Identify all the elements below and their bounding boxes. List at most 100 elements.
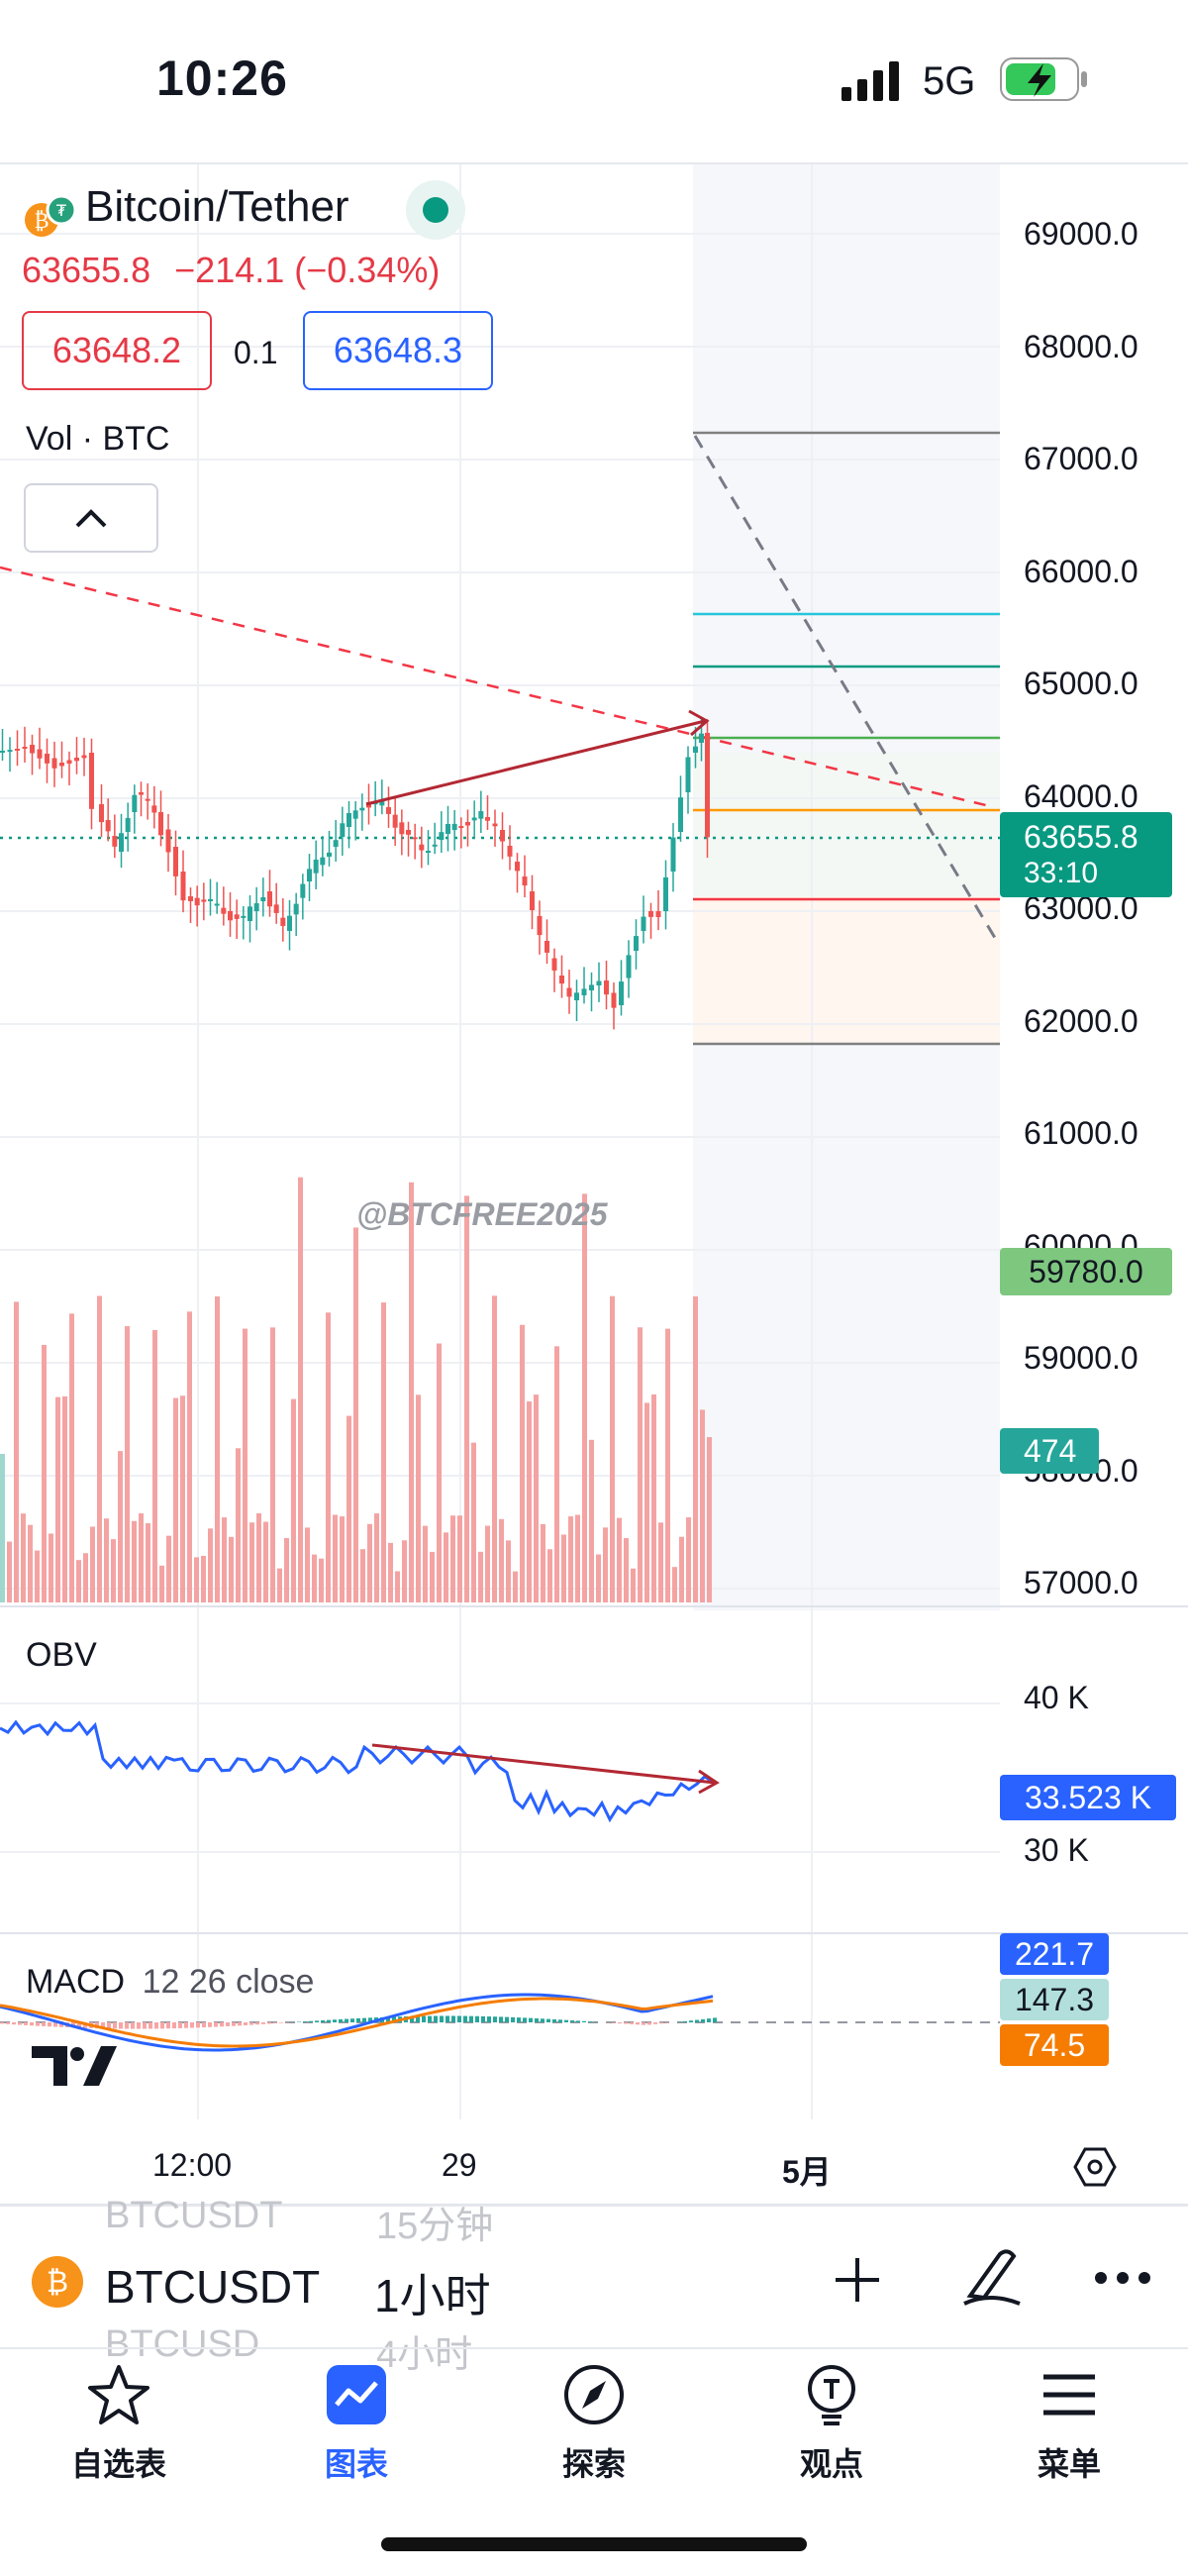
drawing-tools-button[interactable] [960, 2244, 1024, 2315]
candle-body [432, 844, 438, 847]
volume-bar [132, 1520, 137, 1602]
obv-axis-40k: 40 K [1024, 1680, 1089, 1715]
volume-bar [631, 1568, 636, 1602]
price-chart[interactable] [0, 164, 1188, 2205]
macd-histogram-bar [451, 2015, 455, 2022]
candle-body [293, 903, 299, 915]
obv-value-tag: 33.523 K [1000, 1775, 1176, 1820]
volume-bar [326, 1312, 331, 1602]
macd-histogram-bar [434, 2015, 438, 2022]
add-button[interactable] [830, 2252, 885, 2313]
macd-histogram-bar [683, 2020, 687, 2022]
candle-body [522, 876, 528, 886]
volume-bar [243, 1328, 248, 1602]
candle-body [260, 896, 266, 901]
macd-title[interactable]: MACD 12 26 close [26, 1963, 314, 2002]
volume-legend[interactable]: Vol · BTC [26, 420, 170, 458]
more-icon [1095, 2272, 1150, 2284]
tab-ideas[interactable]: 观点 [752, 2363, 911, 2485]
collapse-legend-button[interactable] [24, 483, 158, 553]
signal-icon [842, 61, 905, 106]
chart-settings-icon[interactable] [1073, 2145, 1117, 2194]
macd-histogram-bar [327, 2019, 331, 2022]
macd-histogram-bar [582, 2020, 586, 2022]
candle-body [705, 733, 710, 838]
volume-bar [672, 1567, 677, 1602]
tab-menu[interactable]: 菜单 [990, 2363, 1148, 2485]
macd-histogram-bar [677, 2021, 681, 2022]
macd-histogram-bar [190, 2022, 194, 2028]
macd-histogram-bar [576, 2020, 580, 2022]
interval-selector[interactable]: 1小时 [374, 2270, 491, 2321]
price-axis-label: 62000.0 [1024, 1002, 1138, 1039]
symbol-selector[interactable]: BTCUSDT [105, 2261, 321, 2313]
candle-body [465, 822, 470, 826]
candle-body [426, 851, 431, 854]
candle-body [253, 903, 259, 911]
macd-name: MACD [26, 1963, 126, 2001]
volume-bar [201, 1555, 206, 1602]
candle-body [145, 798, 150, 801]
volume-bar [69, 1313, 74, 1602]
volume-bar [104, 1518, 109, 1602]
fib-zone-green [693, 753, 1000, 901]
volume-bar [367, 1523, 372, 1602]
volume-bar [249, 1522, 254, 1602]
tab-chart[interactable]: 图表 [277, 2363, 436, 2485]
symbol-title[interactable]: Bitcoin/Tether [85, 182, 349, 231]
macd-histogram-bar [463, 2015, 467, 2022]
candle-body [173, 847, 178, 876]
volume-bar [222, 1517, 227, 1602]
bitcoin-logo-icon: ₿ ₮ [22, 194, 79, 245]
candle-body [112, 836, 118, 847]
sell-button[interactable]: 63648.2 [22, 311, 212, 390]
price-axis-label: 65000.0 [1024, 666, 1138, 701]
market-status-icon[interactable] [406, 180, 465, 240]
volume-bar [520, 1324, 525, 1602]
candle-body [165, 829, 171, 853]
candle-body [22, 747, 28, 749]
candle-body [208, 898, 213, 901]
macd-histogram-bar [273, 2022, 277, 2024]
candle-body [89, 753, 94, 809]
macd-histogram-bar [321, 2019, 325, 2022]
home-indicator[interactable] [381, 2537, 807, 2551]
macd-histogram-bar [695, 2019, 699, 2022]
macd-histogram-bar [457, 2015, 461, 2022]
macd-histogram-bar [612, 2022, 616, 2023]
macd-histogram-bar [428, 2015, 432, 2022]
volume-bar [118, 1451, 123, 1602]
candle-body [201, 899, 207, 902]
candles [0, 716, 710, 1030]
macd-histogram-bar [59, 2022, 63, 2027]
candle-body [406, 830, 411, 835]
macd-histogram-bar [345, 2018, 348, 2022]
macd-histogram-bar [546, 2018, 550, 2022]
tab-watchlist[interactable]: 自选表 [40, 2363, 198, 2485]
macd-histogram-bar [630, 2022, 634, 2024]
macd-histogram-bar [107, 2022, 111, 2029]
macd-histogram-bar [309, 2020, 313, 2022]
buy-button[interactable]: 63648.3 [303, 311, 493, 390]
macd-histogram-bar [178, 2022, 182, 2028]
volume-bar [506, 1540, 511, 1602]
obv-title[interactable]: OBV [26, 1636, 97, 1674]
volume-bar [624, 1538, 629, 1602]
macd-histogram-bar [446, 2015, 449, 2022]
candle-body [559, 976, 564, 984]
candle-body [574, 992, 579, 1000]
spread-value: 0.1 [234, 335, 278, 370]
more-button[interactable] [1093, 2268, 1152, 2293]
volume-bar [617, 1517, 622, 1602]
tab-explore[interactable]: 探索 [515, 2363, 673, 2485]
volume-bar [402, 1540, 407, 1602]
candle-body [604, 980, 609, 995]
candle-body [158, 812, 163, 836]
candle-body [581, 988, 587, 995]
candle-body [699, 733, 704, 743]
candle-body [267, 891, 272, 907]
macd-histogram-bar [154, 2022, 158, 2029]
volume-bar [492, 1295, 497, 1602]
obv-axis-30k: 30 K [1024, 1832, 1089, 1868]
macd-histogram-bar [208, 2022, 212, 2027]
